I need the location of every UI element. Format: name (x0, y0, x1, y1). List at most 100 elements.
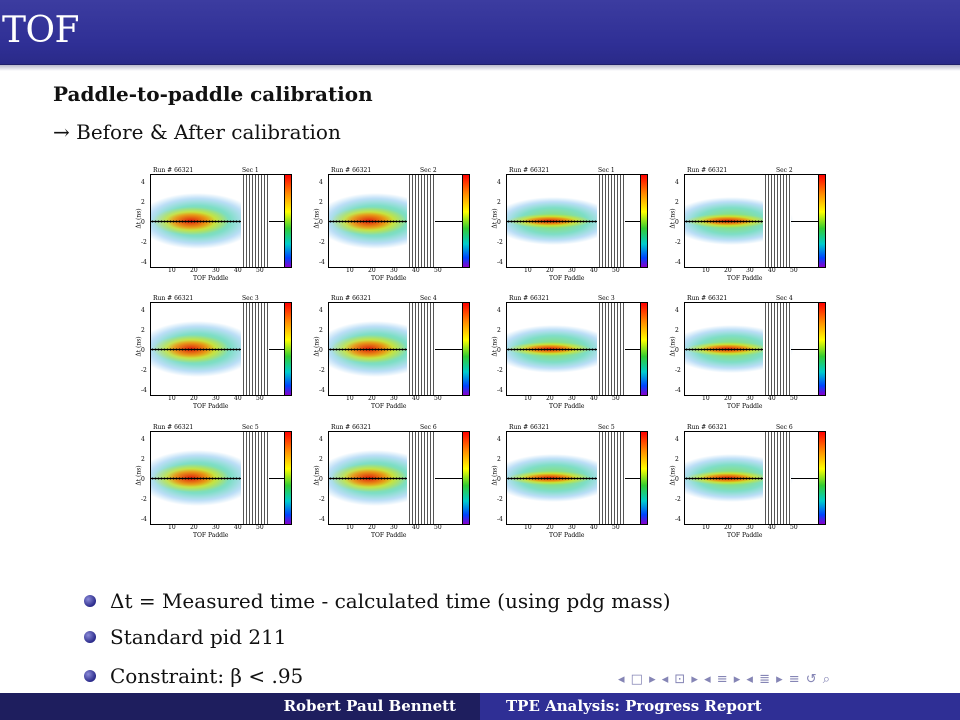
plot-y-tick: -4 (675, 387, 681, 394)
plot-y-tick: 0 (319, 219, 323, 226)
calibration-plot: Run # 66321 Sec 5 Δt (ns) 4 2 0 -2 -4 10 20 30 40 50… (492, 424, 653, 544)
plot-y-tick: -4 (497, 387, 503, 394)
plot-y-tick: -4 (141, 387, 147, 394)
calibration-plot: Run # 66321 Sec 3 Δt (ns) 4 2 0 -2 -4 10 20 30 40 50… (492, 295, 653, 415)
calibration-plot: Run # 66321 Sec 5 Δt (ns) 4 2 0 -2 -4 10 20 30 40 50… (136, 424, 297, 544)
plot-sector-label: Sec 5 (242, 424, 259, 431)
plot-y-tick: -2 (675, 496, 681, 503)
plot-run-label: Run # 66321 (687, 167, 728, 174)
plot-x-tick: 40 (412, 395, 420, 402)
plot-y-tick: -4 (141, 259, 147, 266)
plot-x-tick: 30 (212, 267, 220, 274)
header-shadow (0, 65, 960, 71)
plot-x-axis-label: TOF Paddle (727, 532, 763, 539)
plot-x-axis-label: TOF Paddle (549, 275, 585, 282)
plot-x-tick: 30 (746, 524, 754, 531)
plot-x-tick: 40 (590, 395, 598, 402)
plot-empty-paddles (763, 432, 791, 524)
plot-empty-paddles (241, 303, 269, 395)
plot-x-tick: 10 (702, 395, 710, 402)
plot-x-tick: 50 (256, 395, 264, 402)
plot-mean-markers (507, 476, 597, 481)
plot-histogram-area (506, 174, 641, 268)
calibration-plot: Run # 66321 Sec 4 Δt (ns) 4 2 0 -2 -4 10 20 30 40 50… (670, 295, 831, 415)
footer-talk-panel: TPE Analysis: Progress Report (480, 693, 960, 720)
plot-sector-label: Sec 4 (776, 295, 793, 302)
plot-x-tick: 40 (234, 524, 242, 531)
plot-y-tick: 0 (497, 347, 501, 354)
plot-x-tick: 40 (590, 267, 598, 274)
plot-y-tick: 0 (141, 476, 145, 483)
plot-y-tick: 2 (141, 327, 145, 334)
plot-y-tick: 2 (675, 199, 679, 206)
plot-x-tick: 40 (768, 524, 776, 531)
plot-x-tick: 10 (524, 395, 532, 402)
plot-mean-markers (685, 347, 775, 352)
plot-y-tick: 2 (319, 199, 323, 206)
plot-empty-paddles (241, 175, 269, 267)
plot-y-tick: 4 (497, 307, 501, 314)
plot-x-tick: 30 (212, 524, 220, 531)
plot-x-tick: 30 (568, 524, 576, 531)
plot-x-axis-label: TOF Paddle (193, 403, 229, 410)
plot-x-tick: 30 (746, 267, 754, 274)
plot-mean-markers (329, 347, 419, 352)
plot-color-scale (640, 174, 648, 268)
plot-run-label: Run # 66321 (331, 295, 372, 302)
plot-empty-paddles (763, 175, 791, 267)
calibration-plot: Run # 66321 Sec 1 Δt (ns) 4 2 0 -2 -4 10 20 30 40 50… (136, 167, 297, 287)
beamer-navigation[interactable]: ◂ □ ▸ ◂ ⊡ ▸ ◂ ≡ ▸ ◂ ≣ ▸ ≡ ↺ ⌕ (618, 672, 832, 687)
plot-histogram-area (506, 302, 641, 396)
plot-color-scale (284, 431, 292, 525)
plot-histogram-area (328, 302, 463, 396)
plot-sector-label: Sec 4 (420, 295, 437, 302)
plot-y-tick: -2 (141, 496, 147, 503)
plot-mean-markers (151, 347, 241, 352)
frame-title-bar: TOF (0, 0, 960, 65)
plot-sector-label: Sec 2 (776, 167, 793, 174)
plot-color-scale (284, 174, 292, 268)
plot-y-tick: 4 (497, 179, 501, 186)
plot-y-tick: 2 (497, 199, 501, 206)
plot-color-scale (462, 174, 470, 268)
plot-mean-markers (685, 219, 775, 224)
plot-y-tick: 4 (497, 436, 501, 443)
plot-x-tick: 40 (768, 395, 776, 402)
footer-author: Robert Paul Bennett (283, 697, 456, 715)
plot-y-tick: -2 (675, 367, 681, 374)
footer-author-panel: Robert Paul Bennett (0, 693, 480, 720)
plot-y-tick: -2 (319, 367, 325, 374)
plot-sector-label: Sec 3 (242, 295, 259, 302)
plot-y-tick: 4 (319, 179, 323, 186)
plot-sector-label: Sec 1 (598, 167, 615, 174)
plot-y-tick: -2 (675, 239, 681, 246)
plot-x-tick: 50 (256, 524, 264, 531)
plot-y-tick: -2 (497, 239, 503, 246)
plot-y-tick: -4 (675, 259, 681, 266)
plot-y-tick: -4 (675, 516, 681, 523)
plot-y-tick: 2 (141, 199, 145, 206)
plot-histogram-area (506, 431, 641, 525)
plot-x-tick: 50 (790, 267, 798, 274)
plot-mean-markers (507, 347, 597, 352)
plot-color-scale (640, 431, 648, 525)
slide-subline: → Before & After calibration (53, 120, 341, 144)
calibration-plot: Run # 66321 Sec 1 Δt (ns) 4 2 0 -2 -4 10 20 30 40 50… (492, 167, 653, 287)
plot-x-axis-label: TOF Paddle (727, 275, 763, 282)
plot-x-tick: 20 (190, 524, 198, 531)
plot-y-tick: 0 (141, 219, 145, 226)
plot-mean-markers (329, 219, 419, 224)
plot-x-tick: 30 (212, 395, 220, 402)
plot-mean-markers (685, 476, 775, 481)
plot-y-tick: 2 (497, 327, 501, 334)
plot-x-tick: 20 (724, 395, 732, 402)
plot-x-tick: 20 (368, 395, 376, 402)
plot-mean-markers (507, 219, 597, 224)
plot-x-tick: 10 (702, 267, 710, 274)
plot-y-tick: 0 (497, 476, 501, 483)
plot-x-axis-label: TOF Paddle (371, 403, 407, 410)
plot-x-tick: 10 (702, 524, 710, 531)
plot-x-tick: 10 (346, 267, 354, 274)
plot-histogram-area (684, 431, 819, 525)
plot-x-tick: 50 (434, 524, 442, 531)
